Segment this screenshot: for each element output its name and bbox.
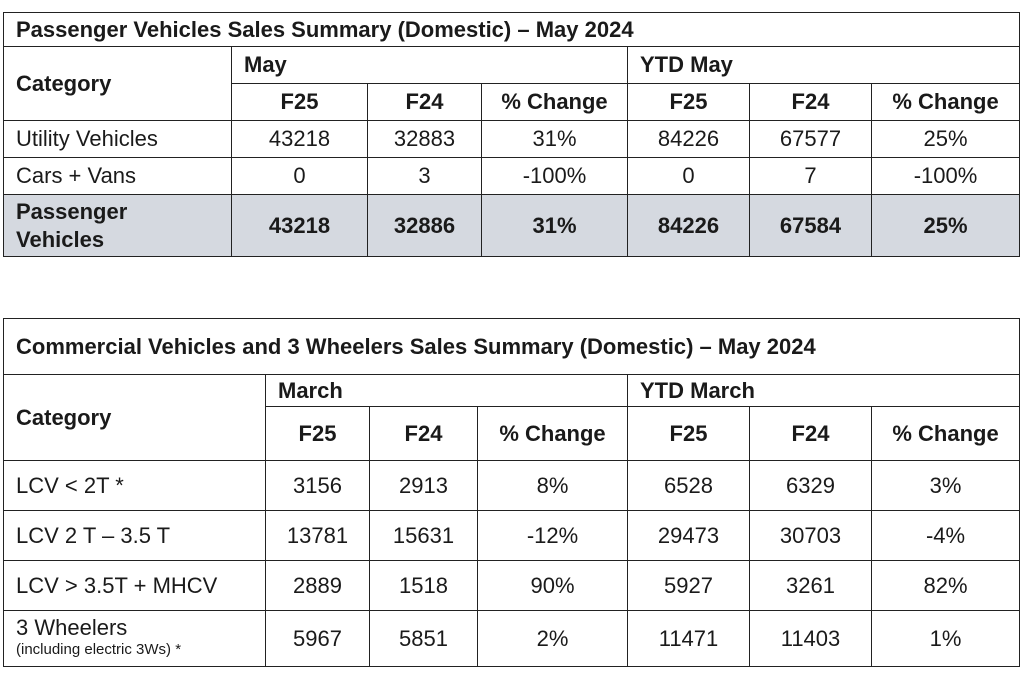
cell: 3% (870, 460, 1021, 511)
cell: 0 (627, 157, 750, 195)
cell: -100% (870, 157, 1021, 195)
row-label: 3 Wheelers (including electric 3Ws) * (3, 610, 266, 667)
cell: 0 (231, 157, 368, 195)
table-row: Utility Vehicles 43218 32883 31% 84226 6… (3, 120, 1021, 158)
category-header: Category (3, 46, 232, 121)
table-row: LCV > 3.5T + MHCV 2889 1518 90% 5927 326… (3, 560, 1021, 611)
cell: 31% (481, 194, 628, 257)
cell: 82% (870, 560, 1021, 611)
cell: 5967 (265, 610, 370, 667)
table-row: LCV 2 T – 3.5 T 13781 15631 -12% 29473 3… (3, 510, 1021, 561)
cell: 30703 (749, 510, 872, 561)
cell: 6528 (627, 460, 750, 511)
column-header: F24 (369, 406, 478, 461)
row-label: Cars + Vans (3, 157, 232, 195)
cell: 84226 (627, 120, 750, 158)
cell: 13781 (265, 510, 370, 561)
table-row: 3 Wheelers (including electric 3Ws) * 59… (3, 610, 1021, 667)
column-header: F24 (367, 83, 482, 121)
cell: 25% (870, 120, 1021, 158)
cell: 43218 (231, 120, 368, 158)
row-label-line: Passenger (16, 198, 128, 224)
category-header: Category (3, 374, 266, 461)
column-header: F25 (627, 83, 750, 121)
cell: 3 (367, 157, 482, 195)
group-header-march: March (265, 374, 628, 407)
column-header: F25 (231, 83, 368, 121)
cell: 32886 (367, 194, 482, 257)
cell: 2913 (369, 460, 478, 511)
cell: 2889 (265, 560, 370, 611)
column-header: % Change (477, 406, 628, 461)
column-header: F25 (265, 406, 370, 461)
cell: 67584 (749, 194, 872, 257)
cell: 7 (749, 157, 872, 195)
row-label: Utility Vehicles (3, 120, 232, 158)
row-label: LCV > 3.5T + MHCV (3, 560, 266, 611)
cell: 43218 (231, 194, 368, 257)
cell: 84226 (627, 194, 750, 257)
cell: 67577 (749, 120, 872, 158)
cell: 11471 (627, 610, 750, 667)
row-label-main: 3 Wheelers (16, 614, 128, 640)
cell: 5851 (369, 610, 478, 667)
group-header-may: May (231, 46, 628, 84)
row-label: Passenger Vehicles (3, 194, 232, 257)
cell: 15631 (369, 510, 478, 561)
cell: 8% (477, 460, 628, 511)
cell: 25% (870, 194, 1021, 257)
cell: 1518 (369, 560, 478, 611)
column-header: F24 (749, 83, 872, 121)
table-row: Cars + Vans 0 3 -100% 0 7 -100% (3, 157, 1021, 195)
cell: 31% (481, 120, 628, 158)
group-header-ytd-march: YTD March (626, 374, 1021, 407)
cell: 2% (477, 610, 628, 667)
cell: 6329 (749, 460, 872, 511)
cell: 3156 (265, 460, 370, 511)
column-header: F25 (627, 406, 750, 461)
column-header: F24 (749, 406, 872, 461)
column-header: % Change (481, 83, 628, 121)
row-label: LCV 2 T – 3.5 T (3, 510, 266, 561)
cell: 5927 (627, 560, 750, 611)
cell: 29473 (627, 510, 750, 561)
row-label-note: (including electric 3Ws) * (16, 640, 182, 658)
commercial-vehicles-table: Commercial Vehicles and 3 Wheelers Sales… (2, 318, 1021, 667)
cell: -12% (477, 510, 628, 561)
row-label: LCV < 2T * (3, 460, 266, 511)
cell: 32883 (367, 120, 482, 158)
passenger-vehicles-table: Passenger Vehicles Sales Summary (Domest… (2, 12, 1021, 257)
cell: 1% (870, 610, 1021, 667)
cell: -100% (481, 157, 628, 195)
cell: 3261 (749, 560, 872, 611)
cell: 11403 (749, 610, 872, 667)
table-title: Commercial Vehicles and 3 Wheelers Sales… (2, 318, 1021, 375)
cell: 90% (477, 560, 628, 611)
column-header: % Change (870, 406, 1021, 461)
table-title: Passenger Vehicles Sales Summary (Domest… (2, 12, 1021, 47)
group-header-ytd-may: YTD May (626, 46, 1021, 84)
row-label-line: Vehicles (16, 226, 105, 252)
total-row: Passenger Vehicles 43218 32886 31% 84226… (3, 194, 1021, 257)
table-row: LCV < 2T * 3156 2913 8% 6528 6329 3% (3, 460, 1021, 511)
column-header: % Change (870, 83, 1021, 121)
cell: -4% (870, 510, 1021, 561)
